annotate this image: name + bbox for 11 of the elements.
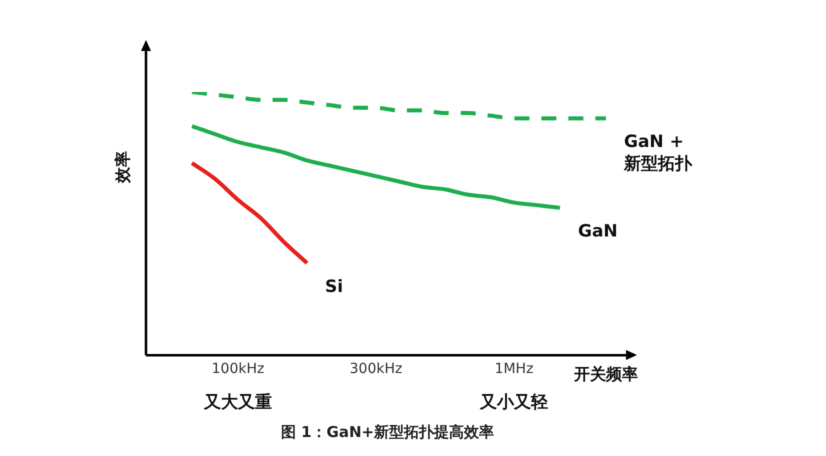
text: 又大又重	[203, 392, 272, 413]
series-label: GaN	[578, 222, 618, 242]
x-axis-title: 开关频率	[573, 364, 638, 384]
text: 图 1：GaN+新型拓扑提高效率	[280, 422, 494, 441]
x-tick-label: 1MHz	[494, 361, 534, 378]
x-tick-label: 300kHz	[350, 361, 402, 378]
text: 又小又轻	[479, 392, 548, 413]
series-label: GaN + 新型拓扑	[623, 132, 693, 174]
x-tick-label: 100kHz	[212, 361, 264, 378]
series-label: Si	[325, 277, 344, 297]
y-axis-title: 效率	[113, 151, 132, 184]
